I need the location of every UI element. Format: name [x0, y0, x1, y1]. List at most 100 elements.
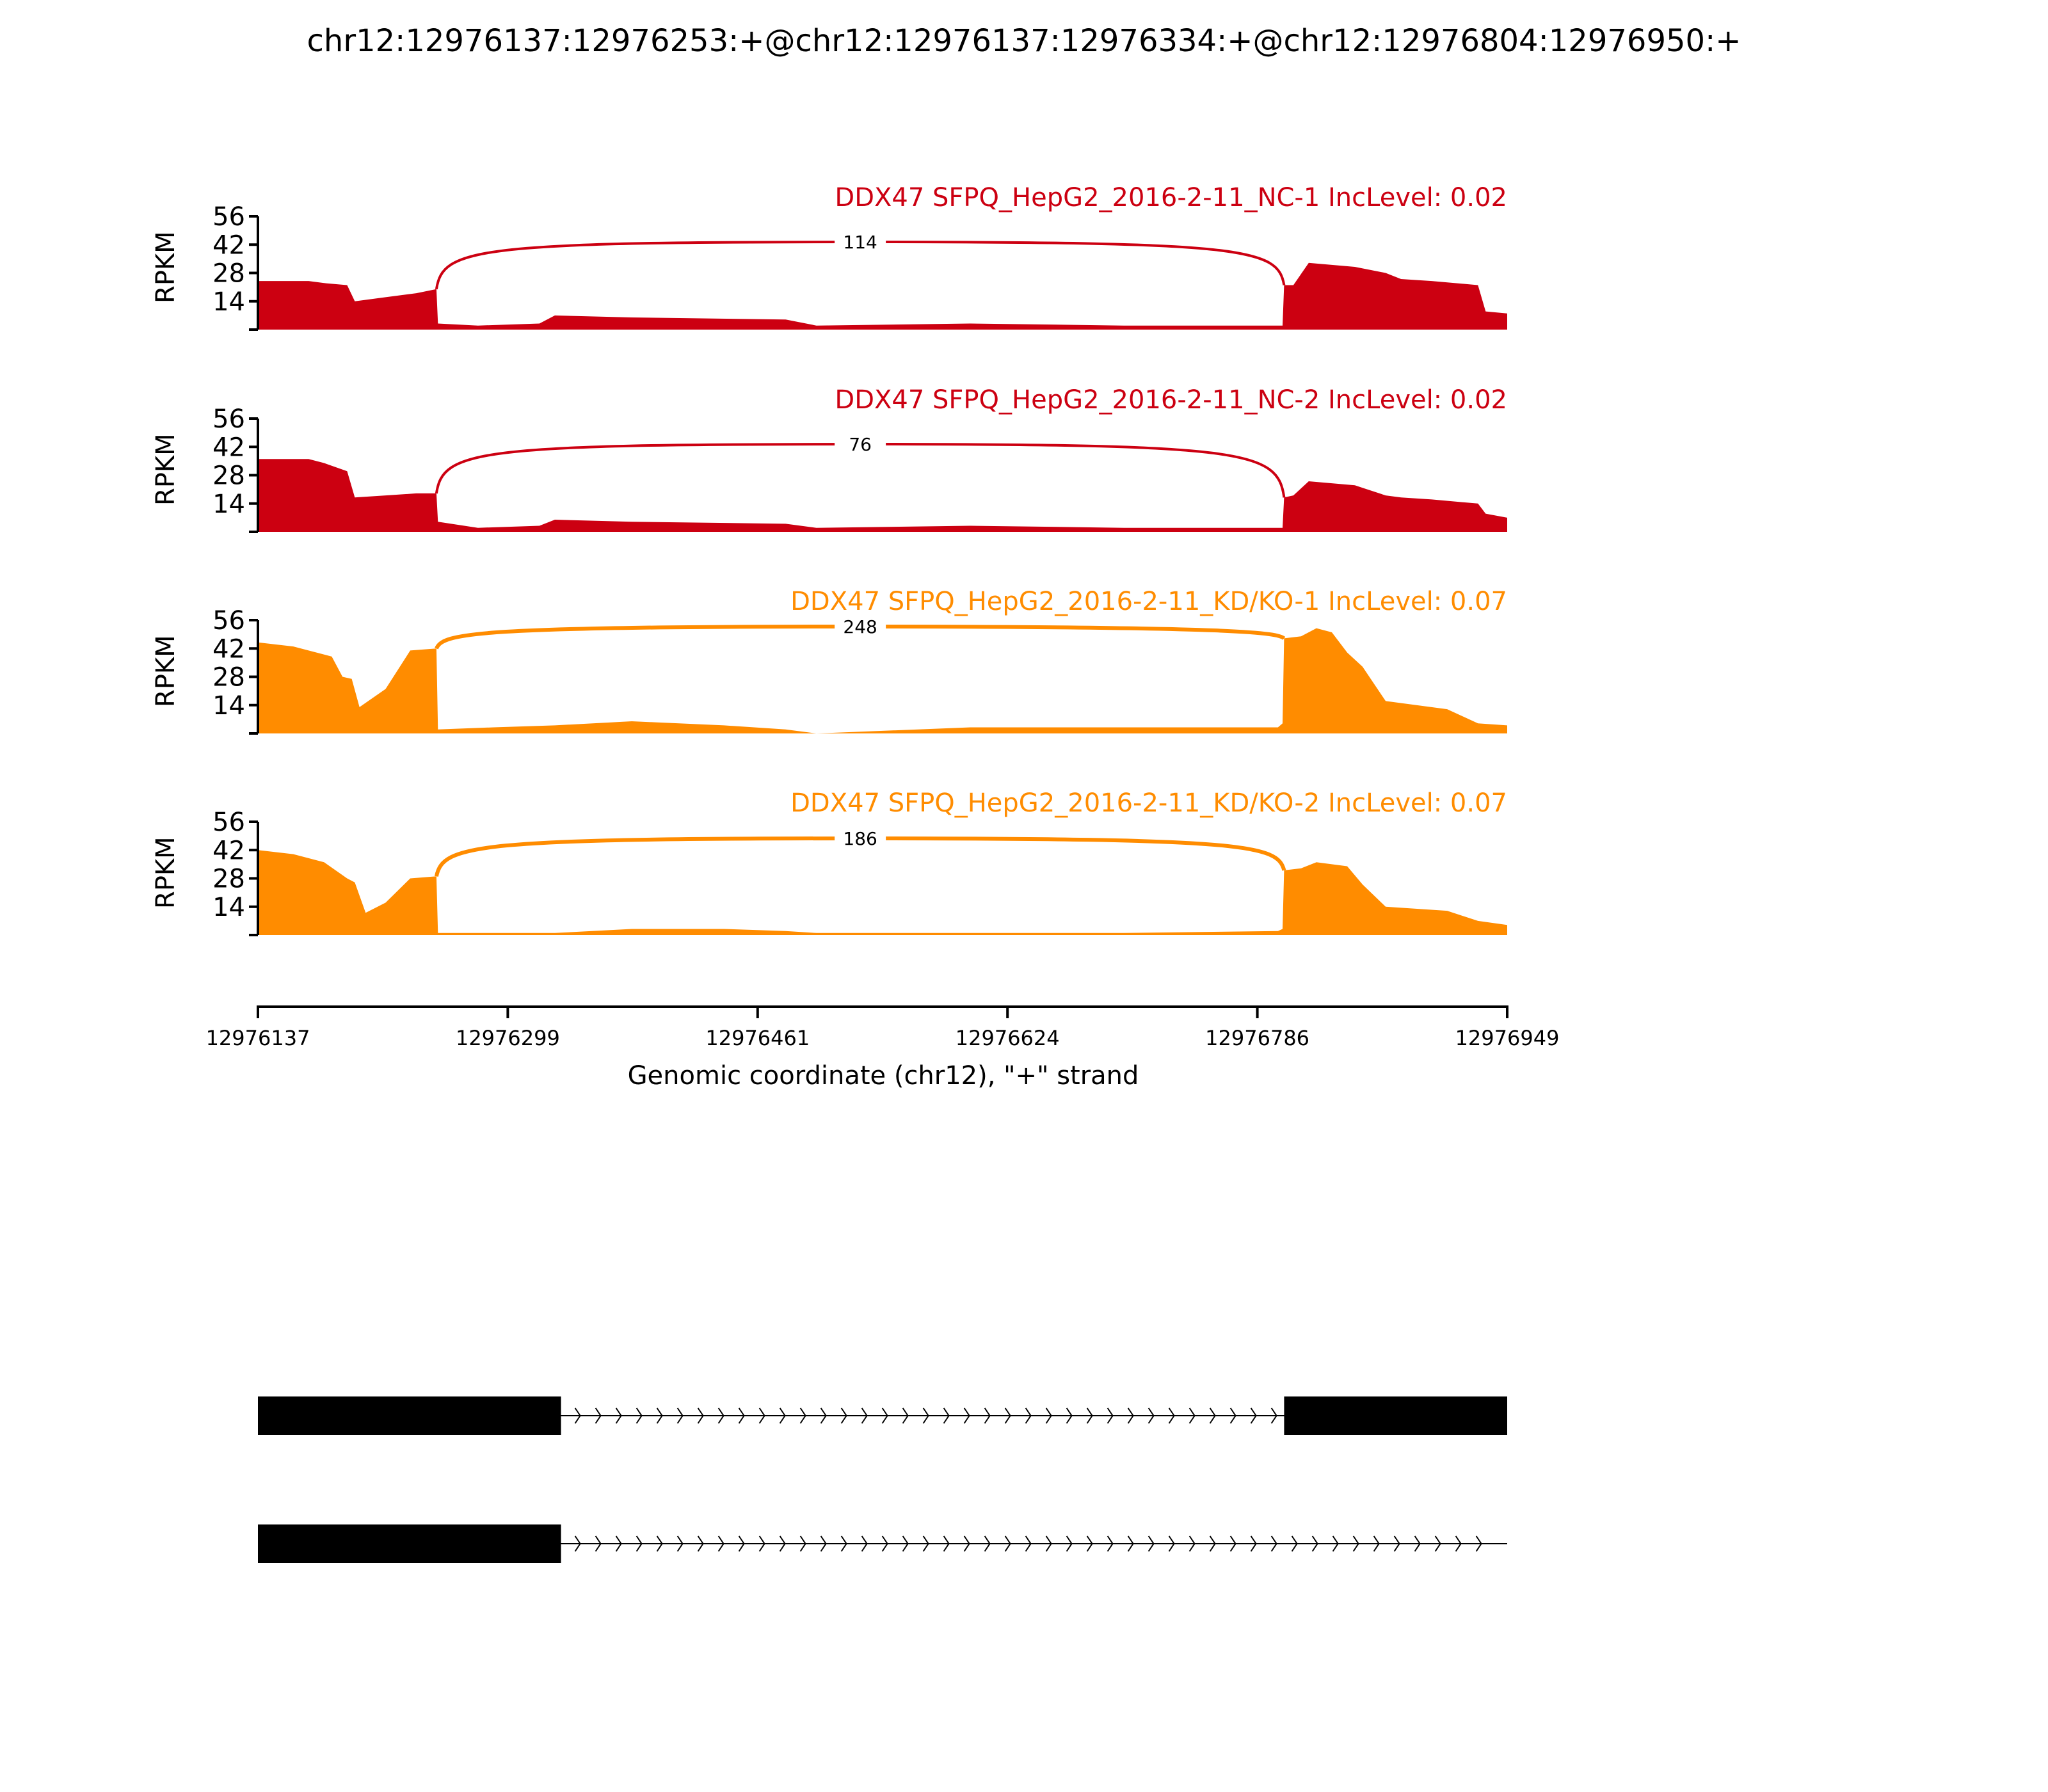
strand-arrow: [1086, 1535, 1093, 1552]
strand-arrow: [1373, 1535, 1380, 1552]
exon-block: [258, 1396, 561, 1435]
y-tick-label: 56: [212, 606, 245, 636]
transcript-models: [258, 1396, 1507, 1563]
junction-count-bg: [835, 827, 886, 850]
y-tick-label: 28: [212, 663, 245, 692]
strand-arrow: [984, 1535, 991, 1552]
strand-arrow: [595, 1535, 602, 1552]
track-2: 76 DDX47 SFPQ_HepG2_2016-2-11_NC-2 IncLev…: [151, 385, 1507, 533]
strand-arrow: [922, 1535, 929, 1552]
strand-arrow: [1086, 1407, 1093, 1424]
track-label: DDX47 SFPQ_HepG2_2016-2-11_KD/KO-2 IncLe…: [790, 788, 1507, 818]
x-tick-label: 12976299: [456, 1026, 560, 1050]
y-tick-label: 14: [212, 287, 245, 317]
junction-count: 76: [849, 434, 872, 455]
strand-arrow: [1107, 1407, 1114, 1424]
strand-arrow: [1209, 1407, 1216, 1424]
strand-arrow: [1229, 1407, 1236, 1424]
strand-arrow: [881, 1407, 888, 1424]
strand-arrow: [697, 1535, 704, 1552]
strand-arrow: [1209, 1535, 1216, 1552]
strand-arrow: [1188, 1407, 1196, 1424]
strand-arrow: [779, 1407, 786, 1424]
y-tick-label: 28: [212, 259, 245, 289]
strand-arrow: [758, 1535, 765, 1552]
junction-count: 186: [843, 828, 877, 849]
x-axis: 12976137 12976299 12976461 12976624 12976786…: [206, 1005, 1560, 1050]
exon-block: [258, 1524, 561, 1563]
strand-arrow: [1291, 1535, 1298, 1552]
strand-arrow: [1250, 1535, 1257, 1552]
strand-arrow: [840, 1535, 847, 1552]
y-tick-label: 14: [212, 893, 245, 922]
y-axis-label: RPKM: [151, 433, 180, 506]
junction-count-bg: [835, 230, 886, 253]
strand-arrow: [656, 1407, 663, 1424]
junction-count-bg: [835, 433, 886, 456]
x-tick-label: 12976461: [705, 1026, 810, 1050]
strand-arrow: [636, 1407, 643, 1424]
strand-arrow: [1148, 1407, 1155, 1424]
chart-title: chr12:12976137:12976253:+@chr12:12976137…: [307, 23, 1741, 59]
x-tick-label: 12976949: [1455, 1026, 1560, 1050]
y-tick-label: 14: [212, 490, 245, 519]
x-tick-label: 12976786: [1205, 1026, 1309, 1050]
strand-arrow: [676, 1407, 684, 1424]
transcript-2: [258, 1524, 1507, 1563]
strand-arrow: [943, 1407, 950, 1424]
strand-arrow: [676, 1535, 684, 1552]
strand-arrow: [595, 1407, 602, 1424]
strand-arrow: [1393, 1535, 1400, 1552]
strand-arrow: [1127, 1535, 1134, 1552]
strand-arrow: [820, 1407, 827, 1424]
strand-arrow: [615, 1407, 622, 1424]
strand-arrow: [779, 1535, 786, 1552]
coverage-area: [258, 262, 1507, 330]
strand-arrow: [1270, 1407, 1277, 1424]
strand-arrow: [1127, 1407, 1134, 1424]
strand-arrow: [1168, 1407, 1175, 1424]
strand-arrow: [738, 1407, 745, 1424]
junction-count-bg: [835, 615, 886, 638]
strand-arrow: [902, 1407, 909, 1424]
strand-arrow: [1311, 1535, 1318, 1552]
strand-arrow: [697, 1407, 704, 1424]
junction-count: 248: [843, 616, 877, 637]
strand-arrow: [881, 1535, 888, 1552]
y-tick-label: 42: [212, 634, 245, 664]
y-tick-label: 42: [212, 230, 245, 260]
strand-arrow: [1352, 1535, 1359, 1552]
strand-arrow: [1455, 1535, 1462, 1552]
strand-arrow: [1025, 1407, 1032, 1424]
y-tick-label: 42: [212, 836, 245, 865]
strand-arrow: [861, 1535, 868, 1552]
coverage-area: [258, 628, 1507, 733]
strand-arrow: [963, 1407, 970, 1424]
transcript-1: [258, 1396, 1507, 1435]
track-4: 186 DDX47 SFPQ_HepG2_2016-2-11_KD/KO-2 In…: [151, 788, 1507, 936]
y-axis-label: RPKM: [151, 231, 180, 303]
strand-arrow: [1045, 1535, 1052, 1552]
strand-arrow: [717, 1535, 724, 1552]
coverage-tracks: 114 DDX47 SFPQ_HepG2_2016-2-11_NC-1 IncLe…: [151, 183, 1507, 936]
strand-arrow: [799, 1535, 806, 1552]
track-label: DDX47 SFPQ_HepG2_2016-2-11_NC-1 IncLevel…: [835, 183, 1507, 212]
strand-arrow: [1332, 1535, 1339, 1552]
y-tick-label: 56: [212, 808, 245, 837]
strand-arrow: [943, 1535, 950, 1552]
strand-arrow: [1434, 1535, 1441, 1552]
x-axis-label: Genomic coordinate (chr12), "+" strand: [628, 1061, 1139, 1091]
strand-arrow: [922, 1407, 929, 1424]
strand-arrow: [840, 1407, 847, 1424]
strand-arrow: [1025, 1535, 1032, 1552]
strand-arrow: [902, 1535, 909, 1552]
strand-arrow: [1045, 1407, 1052, 1424]
coverage-area: [258, 850, 1507, 935]
coverage-area: [258, 459, 1507, 532]
strand-arrow: [1168, 1535, 1175, 1552]
strand-arrow: [1188, 1535, 1196, 1552]
y-axis-label: RPKM: [151, 635, 180, 707]
y-axis-label: RPKM: [151, 836, 180, 909]
